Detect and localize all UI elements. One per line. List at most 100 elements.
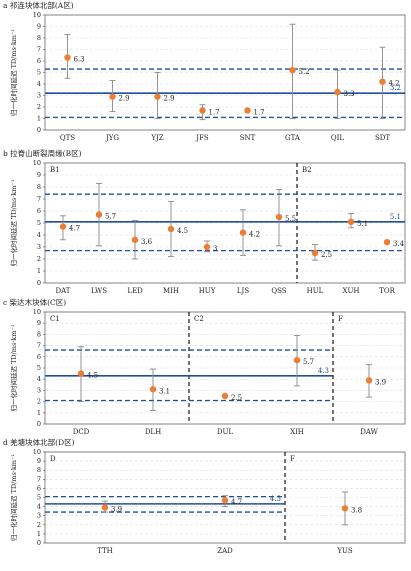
data-point bbox=[221, 497, 229, 504]
plot-frame bbox=[44, 14, 406, 131]
data-point bbox=[64, 54, 71, 61]
x-tick-label: JFS bbox=[195, 134, 209, 142]
reference-label: 4.3 bbox=[318, 367, 329, 375]
y-tick-label: 9 bbox=[37, 457, 41, 465]
region-label: B2 bbox=[302, 166, 312, 174]
value-label: 2.5 bbox=[321, 251, 332, 259]
region-label: C2 bbox=[194, 315, 204, 323]
value-label: 3.9 bbox=[375, 378, 386, 386]
value-label: 2.9 bbox=[164, 95, 175, 103]
y-tick-label: 4 bbox=[37, 231, 41, 239]
value-label: 2.9 bbox=[119, 95, 130, 103]
value-label: 3.3 bbox=[344, 90, 355, 98]
x-tick-label: MIH bbox=[163, 287, 179, 295]
value-label: 5.7 bbox=[105, 213, 116, 221]
y-tick-label: 9 bbox=[37, 319, 41, 327]
value-label: 3.1 bbox=[159, 387, 170, 395]
region-label: D bbox=[50, 455, 56, 463]
reference-label: 4.3 bbox=[270, 495, 281, 503]
data-point bbox=[244, 107, 251, 114]
y-tick-label: 9 bbox=[37, 171, 41, 179]
x-tick-label: DUL bbox=[217, 428, 234, 436]
y-tick-label: 10 bbox=[33, 11, 41, 19]
y-tick-label: 3 bbox=[37, 386, 41, 394]
x-tick-label: LED bbox=[127, 287, 143, 295]
data-point bbox=[149, 386, 157, 393]
x-tick-label: XUH bbox=[343, 287, 360, 295]
data-point bbox=[239, 229, 247, 236]
y-tick-label: 2 bbox=[37, 398, 41, 406]
x-tick-label: SDT bbox=[375, 134, 390, 142]
x-tick-label: YJZ bbox=[150, 134, 163, 142]
value-label: 4.5 bbox=[177, 227, 188, 235]
y-tick-label: 1 bbox=[37, 267, 41, 275]
data-point bbox=[379, 78, 386, 85]
y-tick-label: 5 bbox=[37, 494, 41, 502]
value-label: 1.7 bbox=[209, 108, 220, 116]
data-point bbox=[59, 223, 67, 230]
x-tick-label: GTA bbox=[285, 134, 301, 142]
y-tick-label: 8 bbox=[37, 330, 41, 338]
y-tick-label: 6 bbox=[37, 57, 41, 65]
y-tick-label: 5 bbox=[37, 69, 41, 77]
data-point bbox=[334, 88, 341, 96]
data-point bbox=[311, 249, 319, 257]
value-label: 4.5 bbox=[87, 372, 98, 380]
value-label: 1.7 bbox=[254, 108, 265, 116]
y-tick-label: 10 bbox=[33, 448, 41, 456]
region-label: F bbox=[338, 315, 343, 323]
y-tick-label: 3 bbox=[37, 243, 41, 251]
value-label: 4.2 bbox=[249, 231, 260, 239]
panel-title: b 拉脊山断裂周缘(B区) bbox=[3, 148, 82, 158]
panel-title: c 柴达木块体(C区) bbox=[3, 297, 66, 307]
y-axis-label: 归一化时间延迟 TD/ms·km⁻¹ bbox=[9, 29, 18, 116]
reference-label: 5.1 bbox=[390, 213, 401, 221]
x-tick-label: YUS bbox=[336, 547, 353, 555]
y-tick-label: 9 bbox=[37, 23, 41, 31]
y-tick-label: 1 bbox=[37, 409, 41, 417]
y-tick-label: 0 bbox=[37, 539, 41, 547]
y-tick-label: 8 bbox=[37, 34, 41, 42]
plot-frame bbox=[44, 451, 406, 544]
value-label: 4.2 bbox=[389, 80, 400, 88]
data-point bbox=[199, 107, 206, 114]
y-tick-label: 8 bbox=[37, 183, 41, 191]
y-tick-label: 4 bbox=[37, 375, 41, 383]
x-tick-label: LWS bbox=[91, 287, 107, 295]
x-tick-label: DAT bbox=[56, 287, 71, 295]
value-label: 5.1 bbox=[357, 220, 368, 228]
data-point bbox=[365, 377, 373, 384]
y-tick-label: 2 bbox=[37, 255, 41, 263]
value-label: 6.3 bbox=[74, 56, 85, 64]
region-label: B1 bbox=[50, 166, 60, 174]
data-point bbox=[347, 218, 355, 225]
x-tick-label: JYG bbox=[105, 134, 119, 142]
y-tick-label: 7 bbox=[37, 475, 41, 483]
y-tick-label: 1 bbox=[37, 115, 41, 123]
y-tick-label: 0 bbox=[37, 279, 41, 287]
x-tick-label: XIH bbox=[290, 428, 304, 436]
data-point bbox=[203, 243, 211, 251]
value-label: 5.2 bbox=[299, 68, 310, 76]
y-tick-label: 5 bbox=[37, 219, 41, 227]
data-point bbox=[154, 93, 161, 100]
y-tick-label: 7 bbox=[37, 195, 41, 203]
y-axis-label: 归一化时间延迟 TD/ms·km⁻¹ bbox=[9, 179, 18, 266]
value-label: 5.5 bbox=[285, 215, 296, 223]
x-tick-label: ZAD bbox=[217, 547, 233, 555]
region-label: C1 bbox=[50, 315, 60, 323]
x-tick-label: TTH bbox=[97, 547, 113, 555]
data-point bbox=[293, 356, 301, 364]
value-label: 3.8 bbox=[351, 506, 362, 514]
x-tick-label: QSS bbox=[271, 287, 286, 295]
value-label: 4.7 bbox=[231, 498, 242, 506]
y-tick-label: 4 bbox=[37, 80, 41, 88]
value-label: 3.4 bbox=[393, 240, 405, 248]
x-tick-label: DAW bbox=[360, 428, 378, 436]
x-tick-label: SNT bbox=[240, 134, 256, 142]
y-tick-label: 1 bbox=[37, 530, 41, 538]
x-tick-label: HUY bbox=[199, 287, 216, 295]
x-tick-label: HUL bbox=[307, 287, 324, 295]
panel-title: a 祁连块体北部(A区) bbox=[3, 0, 74, 10]
